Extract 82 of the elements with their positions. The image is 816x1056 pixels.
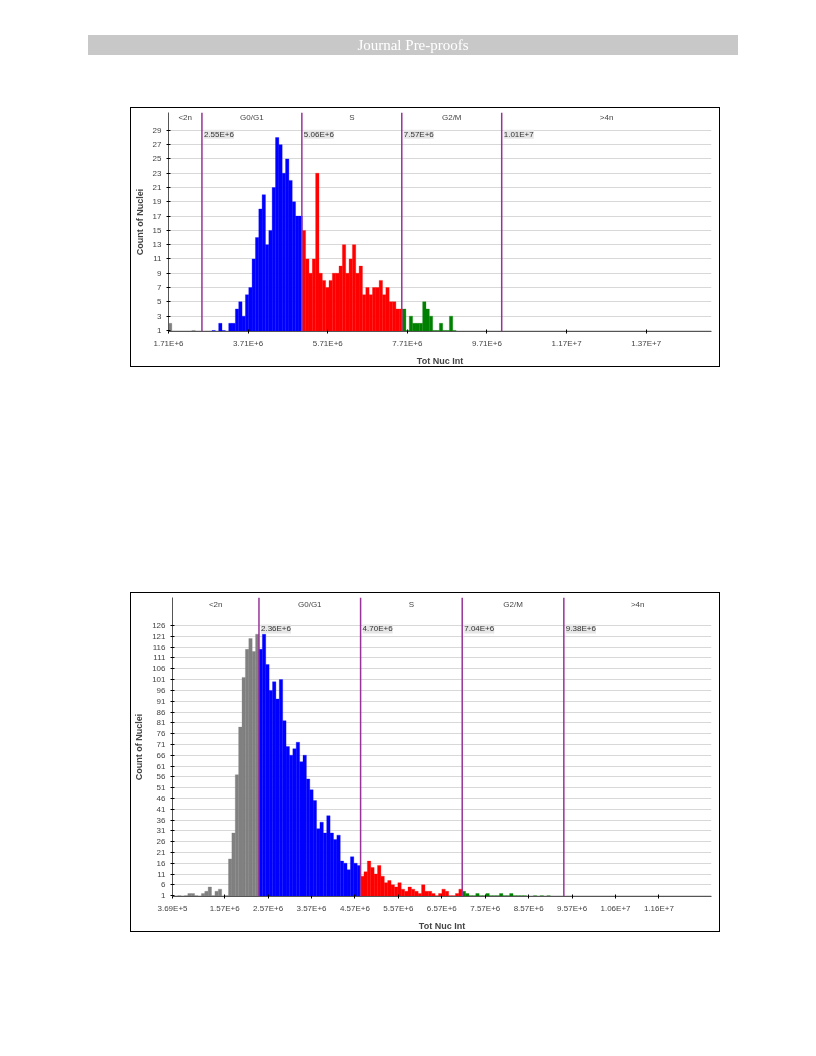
- ref-line-label: 5.06E+6: [303, 129, 335, 139]
- y-tick-label: 3: [157, 311, 163, 321]
- y-tick-label: 25: [152, 154, 163, 164]
- x-tick-label: 6.57E+6: [426, 903, 458, 913]
- annotation: >4n: [630, 600, 645, 610]
- x-tick-label: 1.37E+7: [631, 338, 662, 348]
- x-axis-title: Tot Nuc Int: [416, 355, 464, 366]
- x-tick-label: 1.17E+7: [551, 338, 583, 348]
- y-tick-label: 56: [156, 772, 167, 782]
- y-axis-title: Count of Nuclei: [134, 713, 145, 781]
- x-tick-label: 1.57E+6: [209, 903, 241, 913]
- x-tick-label: 9.71E+6: [471, 338, 503, 348]
- annotation: S: [349, 113, 355, 123]
- annotation: >4n: [599, 113, 614, 123]
- y-tick-label: 46: [156, 793, 167, 803]
- y-tick-label: 1: [161, 891, 167, 901]
- x-tick-label: 7.71E+6: [392, 338, 423, 348]
- y-tick-label: 11: [157, 869, 167, 879]
- y-tick-label: 16: [156, 858, 167, 868]
- y-tick-label: 19: [152, 197, 163, 207]
- y-tick-label: 51: [156, 783, 167, 793]
- x-tick-label: 7.57E+6: [470, 903, 501, 913]
- annotation: G0/G1: [240, 113, 265, 123]
- x-tick-label: 3.57E+6: [296, 903, 328, 913]
- y-tick-label: 11: [153, 254, 163, 264]
- y-tick-label: 1: [157, 325, 163, 335]
- y-tick-label: 27: [152, 140, 163, 150]
- y-tick-label: 9: [157, 268, 163, 278]
- ref-line-label: 2.55E+6: [203, 129, 235, 139]
- ref-line-label: 2.36E+6: [260, 624, 292, 634]
- y-tick-label: 23: [152, 168, 163, 178]
- y-tick-label: 101: [152, 675, 167, 685]
- x-tick-label: 2.57E+6: [253, 903, 284, 913]
- y-tick-label: 26: [156, 837, 167, 847]
- x-tick-label: 5.71E+6: [312, 338, 344, 348]
- x-tick-label: 1.16E+7: [643, 903, 675, 913]
- x-tick-label: 8.57E+6: [513, 903, 545, 913]
- y-tick-label: 71: [156, 739, 167, 749]
- y-tick-label: 111: [153, 653, 167, 663]
- y-tick-label: 121: [152, 631, 167, 641]
- y-tick-label: 41: [156, 804, 167, 814]
- annotation: <2n: [208, 600, 223, 610]
- y-tick-label: 5: [157, 297, 163, 307]
- annotation: G2/M: [441, 113, 462, 123]
- y-tick-label: 21: [156, 847, 167, 857]
- y-tick-label: 36: [156, 815, 167, 825]
- y-axis-title: Count of Nuclei: [134, 188, 145, 256]
- y-tick-label: 15: [152, 225, 163, 235]
- y-tick-label: 7: [157, 283, 163, 293]
- y-tick-label: 66: [156, 750, 167, 760]
- y-tick-label: 13: [152, 240, 163, 250]
- y-tick-label: 116: [152, 642, 167, 652]
- y-tick-label: 126: [152, 621, 167, 631]
- x-tick-label: 1.06E+7: [600, 903, 632, 913]
- y-tick-label: 96: [156, 685, 167, 695]
- y-tick-label: 17: [152, 211, 163, 221]
- y-tick-label: 61: [156, 761, 167, 771]
- y-tick-label: 86: [156, 707, 167, 717]
- y-tick-label: 29: [152, 125, 163, 135]
- annotation: G2/M: [503, 600, 524, 610]
- ref-line-label: 7.57E+6: [403, 129, 435, 139]
- y-tick-label: 81: [156, 718, 167, 728]
- y-tick-label: 21: [152, 183, 163, 193]
- x-tick-label: 5.57E+6: [383, 903, 414, 913]
- y-tick-label: 31: [156, 826, 167, 836]
- x-tick-label: 4.57E+6: [339, 903, 371, 913]
- x-tick-label: 3.71E+6: [233, 338, 264, 348]
- annotation: <2n: [178, 113, 193, 123]
- ref-line-label: 4.70E+6: [362, 624, 394, 634]
- y-tick-label: 106: [152, 664, 167, 674]
- y-tick-label: 91: [156, 696, 167, 706]
- y-tick-label: 6: [161, 880, 167, 890]
- x-tick-label: 9.57E+6: [557, 903, 588, 913]
- annotation: G0/G1: [298, 600, 323, 610]
- annotation: S: [408, 600, 415, 610]
- y-tick-label: 76: [156, 729, 167, 739]
- ref-line-label: 9.38E+6: [565, 624, 597, 634]
- ref-line-label: 7.04E+6: [464, 624, 495, 634]
- x-tick-label: 3.69E+5: [157, 903, 189, 913]
- x-axis-title: Tot Nuc Int: [418, 920, 466, 931]
- x-tick-label: 1.71E+6: [153, 338, 185, 348]
- ref-line-label: 1.01E+7: [503, 129, 535, 139]
